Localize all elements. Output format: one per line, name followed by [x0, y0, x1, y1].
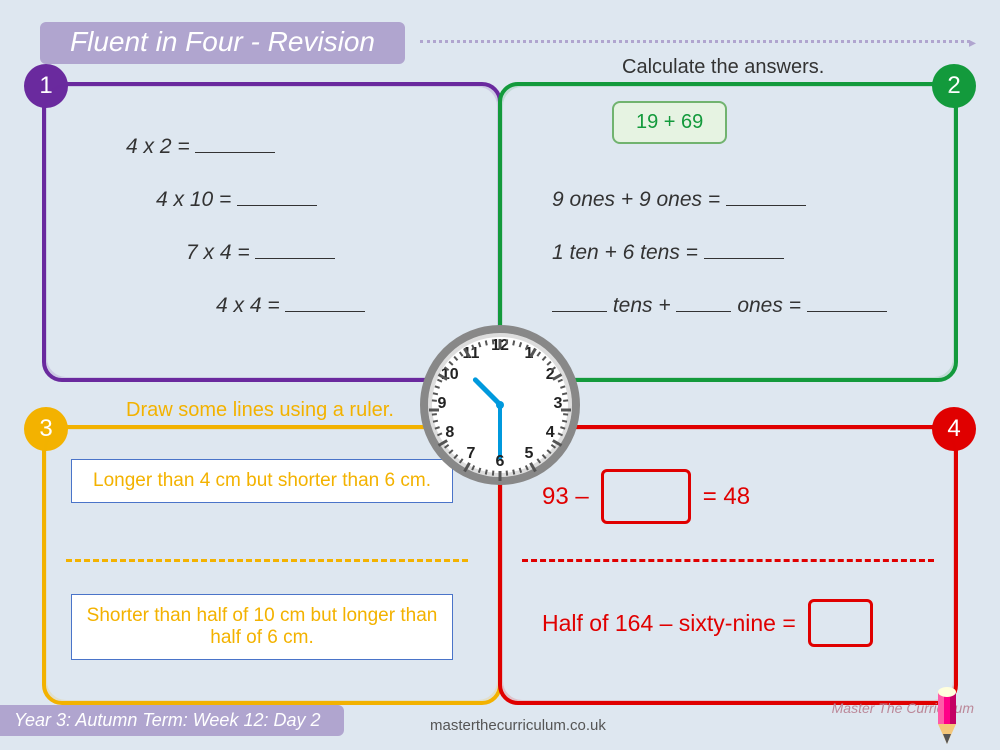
- blank[interactable]: [726, 185, 806, 206]
- panel-3: 3 Draw some lines using a ruler. Longer …: [42, 425, 502, 705]
- panel-2-badge: 2: [932, 64, 976, 108]
- p3-task-2: Shorter than half of 10 cm but longer th…: [71, 594, 453, 660]
- blank[interactable]: [676, 291, 731, 312]
- panel-2-title: Calculate the answers.: [622, 56, 824, 79]
- footer-bar: Year 3: Autumn Term: Week 12: Day 2: [0, 705, 344, 736]
- p2-q2-text: 1 ten + 6 tens =: [552, 241, 698, 264]
- clock-pin: [496, 401, 504, 409]
- p1-q4-text: 4 x 4 =: [216, 294, 280, 317]
- panel-3-divider: [66, 559, 468, 562]
- panel-4-badge: 4: [932, 407, 976, 451]
- panel-4: 4 93 – = 48 Half of 164 – sixty-nine =: [498, 425, 958, 705]
- blank[interactable]: [704, 238, 784, 259]
- blank[interactable]: [255, 238, 335, 259]
- clock-minute-hand: [498, 405, 502, 460]
- p1-q2: 4 x 10 =: [156, 185, 365, 212]
- p1-q1: 4 x 2 =: [126, 132, 365, 159]
- panel-1-body: 4 x 2 = 4 x 10 = 7 x 4 = 4 x 4 =: [126, 106, 365, 344]
- p1-q3: 7 x 4 =: [186, 238, 365, 265]
- panel-3-badge: 3: [24, 407, 68, 451]
- p1-q4: 4 x 4 =: [216, 291, 365, 318]
- p2-q1: 9 ones + 9 ones =: [552, 185, 924, 212]
- p4-eq2-text: Half of 164 – sixty-nine =: [542, 610, 796, 637]
- p2-q3a: tens +: [613, 294, 671, 317]
- blank[interactable]: [237, 185, 317, 206]
- p4-eq1: 93 – = 48: [542, 469, 924, 524]
- header-divider: [420, 40, 970, 43]
- p4-eq2: Half of 164 – sixty-nine =: [542, 599, 924, 647]
- p1-q2-text: 4 x 10 =: [156, 188, 231, 211]
- p4-eq1-right: = 48: [703, 483, 750, 511]
- answer-box[interactable]: [601, 469, 691, 524]
- blank[interactable]: [195, 132, 275, 153]
- footer-url: masterthecurriculum.co.uk: [430, 717, 606, 734]
- blank[interactable]: [807, 291, 887, 312]
- panel-1: 1 4 x 2 = 4 x 10 = 7 x 4 = 4 x 4 =: [42, 82, 502, 382]
- blank[interactable]: [285, 291, 365, 312]
- calc-box: 19 + 69: [612, 101, 727, 144]
- clock-icon: 123456789101112: [420, 325, 580, 485]
- answer-box[interactable]: [808, 599, 873, 647]
- pencil-icon: [934, 684, 960, 744]
- panel-2-body: 19 + 69 9 ones + 9 ones = 1 ten + 6 tens…: [552, 101, 924, 344]
- panel-1-badge: 1: [24, 64, 68, 108]
- p3-task-1: Longer than 4 cm but shorter than 6 cm.: [71, 459, 453, 503]
- panel-2: 2 Calculate the answers. 19 + 69 9 ones …: [498, 82, 958, 382]
- panel-3-title: Draw some lines using a ruler.: [126, 399, 394, 422]
- blank[interactable]: [552, 291, 607, 312]
- header-arrow-icon: ▸: [969, 34, 976, 51]
- p4-eq1-left: 93 –: [542, 483, 589, 511]
- p1-q1-text: 4 x 2 =: [126, 135, 190, 158]
- p2-q1-text: 9 ones + 9 ones =: [552, 188, 720, 211]
- p2-q3: tens + ones =: [552, 291, 924, 318]
- p1-q3-text: 7 x 4 =: [186, 241, 250, 264]
- page-title: Fluent in Four - Revision: [40, 22, 405, 64]
- panel-4-divider: [522, 559, 934, 562]
- p2-q3b: ones =: [737, 294, 801, 317]
- p2-q2: 1 ten + 6 tens =: [552, 238, 924, 265]
